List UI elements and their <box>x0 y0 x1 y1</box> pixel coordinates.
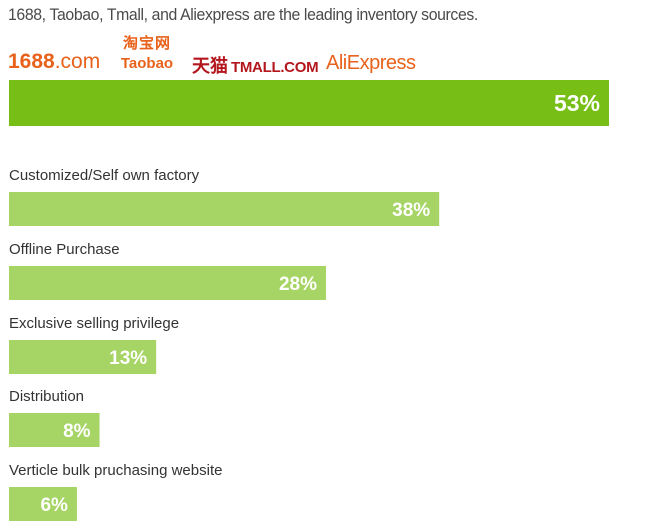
bar-3 <box>9 340 157 374</box>
value-label-0: 53% <box>554 90 600 116</box>
bar-1 <box>9 192 440 226</box>
logo-taobao: 淘宝网 Taobao <box>116 36 178 71</box>
logo-tmall-chinese: 天猫 <box>192 56 228 76</box>
logo-tmall-english: TMALL.COM <box>231 59 319 76</box>
logo-taobao-chinese: 淘宝网 <box>122 35 171 52</box>
category-label-3: Exclusive selling privilege <box>9 315 179 332</box>
bar-5 <box>9 487 77 521</box>
value-label-2: 28% <box>279 274 317 295</box>
logo-1688-suffix: .com <box>54 50 101 73</box>
logo-1688-number: 1688 <box>8 50 55 73</box>
bar-2 <box>9 266 326 300</box>
logo-tmall: 天猫 TMALL.COM <box>192 52 319 78</box>
logo-aliexpress: AliExpress <box>326 52 416 74</box>
bar-4 <box>9 413 100 447</box>
logo-1688: 1688.com <box>8 50 100 74</box>
category-label-5: Verticle bulk pruchasing website <box>9 462 222 479</box>
chart-headline: 1688, Taobao, Tmall, and Aliexpress are … <box>8 5 478 24</box>
value-label-4: 8% <box>63 421 91 442</box>
bar-0 <box>9 80 609 126</box>
value-label-5: 6% <box>40 495 68 516</box>
category-label-4: Distribution <box>9 388 84 405</box>
value-label-3: 13% <box>109 348 147 369</box>
category-label-1: Customized/Self own factory <box>9 167 200 184</box>
value-label-1: 38% <box>392 200 430 221</box>
logo-taobao-english: Taobao <box>120 55 174 72</box>
category-label-2: Offline Purchase <box>9 241 120 258</box>
